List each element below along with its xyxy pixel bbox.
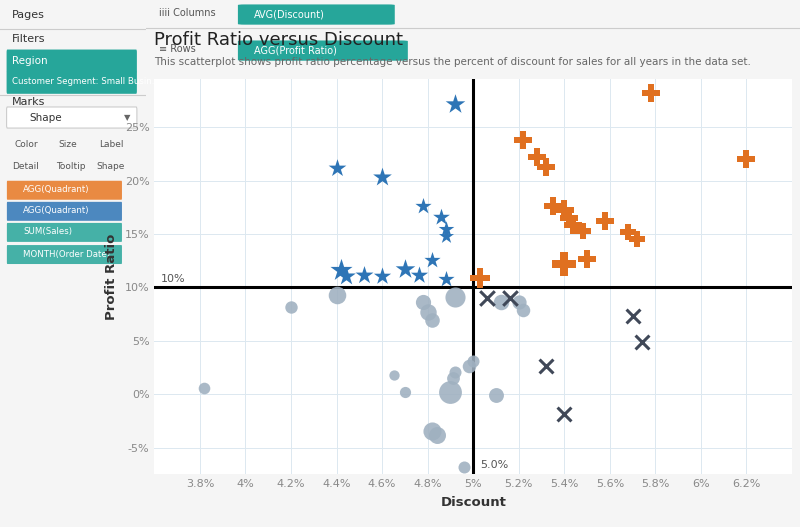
FancyBboxPatch shape — [238, 4, 394, 25]
FancyBboxPatch shape — [238, 41, 408, 61]
Point — [622, 228, 634, 236]
Text: AVG(Discount): AVG(Discount) — [254, 9, 325, 19]
Point — [490, 391, 502, 399]
FancyBboxPatch shape — [6, 50, 137, 73]
Point — [439, 225, 452, 233]
FancyBboxPatch shape — [7, 223, 122, 242]
Point — [449, 293, 462, 301]
Point — [330, 290, 343, 299]
Point — [540, 362, 553, 370]
Text: Shape: Shape — [30, 113, 62, 122]
Point — [645, 89, 658, 97]
Text: MONTH(Order Date): MONTH(Order Date) — [23, 249, 110, 259]
Point — [376, 271, 389, 280]
Point — [430, 431, 443, 439]
Point — [439, 275, 452, 283]
Text: This scatterplot shows profit ratio percentage versus the percent of discount fo: This scatterplot shows profit ratio perc… — [154, 57, 751, 67]
Text: ≡ Rows: ≡ Rows — [159, 44, 196, 54]
Text: AGG(Profit Ratio): AGG(Profit Ratio) — [254, 46, 337, 55]
Text: 10%: 10% — [162, 274, 186, 284]
FancyBboxPatch shape — [7, 181, 122, 200]
Point — [398, 265, 411, 274]
Text: iiii Columns: iiii Columns — [159, 8, 216, 17]
Text: Pages: Pages — [12, 11, 45, 21]
Text: Region: Region — [12, 56, 47, 65]
Point — [562, 214, 575, 222]
Point — [285, 302, 298, 311]
FancyBboxPatch shape — [7, 202, 122, 221]
FancyBboxPatch shape — [6, 71, 137, 94]
Text: AGG(Quadrant): AGG(Quadrant) — [23, 185, 90, 194]
Point — [358, 270, 370, 279]
Point — [517, 306, 530, 314]
Point — [558, 206, 570, 214]
Point — [540, 162, 553, 171]
Point — [467, 357, 480, 365]
Point — [435, 212, 448, 221]
Point — [412, 270, 425, 279]
Text: Tooltip: Tooltip — [56, 161, 85, 171]
Text: ▼: ▼ — [125, 113, 131, 122]
Point — [481, 294, 494, 302]
Text: Label: Label — [99, 140, 124, 150]
Point — [387, 370, 400, 379]
Point — [503, 294, 516, 302]
Point — [512, 298, 525, 307]
Point — [630, 235, 643, 243]
Point — [517, 136, 530, 144]
Point — [576, 227, 589, 235]
Point — [462, 362, 475, 370]
Point — [330, 163, 343, 172]
Point — [339, 271, 352, 280]
Point — [198, 384, 211, 392]
Point — [426, 256, 438, 264]
Point — [376, 173, 389, 181]
Text: Shape: Shape — [97, 161, 125, 171]
Point — [558, 410, 570, 418]
Point — [398, 388, 411, 396]
Point — [426, 316, 438, 325]
Text: Color: Color — [14, 140, 38, 150]
Point — [530, 153, 543, 161]
Y-axis label: Profit Ratio: Profit Ratio — [105, 233, 118, 320]
Text: SUM(Sales): SUM(Sales) — [23, 227, 73, 237]
Point — [581, 255, 594, 263]
Point — [446, 374, 459, 383]
Text: Customer Segment: Small Busin...: Customer Segment: Small Busin... — [12, 77, 159, 86]
Point — [458, 463, 470, 471]
X-axis label: Discount: Discount — [440, 496, 506, 509]
Point — [426, 426, 438, 435]
Text: Size: Size — [58, 140, 78, 150]
Text: Detail: Detail — [12, 161, 38, 171]
Point — [444, 388, 457, 396]
Point — [599, 217, 612, 226]
FancyBboxPatch shape — [7, 245, 122, 264]
Point — [626, 312, 639, 320]
Point — [334, 266, 347, 275]
Point — [546, 202, 559, 210]
Text: AGG(Quadrant): AGG(Quadrant) — [23, 206, 90, 216]
Point — [567, 221, 580, 230]
Point — [422, 308, 434, 316]
Point — [558, 260, 570, 268]
Point — [417, 202, 430, 210]
Text: Filters: Filters — [12, 34, 46, 44]
Point — [635, 338, 648, 346]
FancyBboxPatch shape — [6, 107, 137, 128]
Point — [417, 298, 430, 307]
Point — [439, 232, 452, 240]
Point — [449, 100, 462, 108]
Point — [740, 155, 753, 163]
Point — [474, 274, 486, 282]
Text: Marks: Marks — [12, 97, 45, 108]
Text: Profit Ratio versus Discount: Profit Ratio versus Discount — [154, 31, 403, 49]
Point — [494, 298, 507, 307]
Text: 5.0%: 5.0% — [480, 460, 508, 470]
Point — [449, 367, 462, 376]
